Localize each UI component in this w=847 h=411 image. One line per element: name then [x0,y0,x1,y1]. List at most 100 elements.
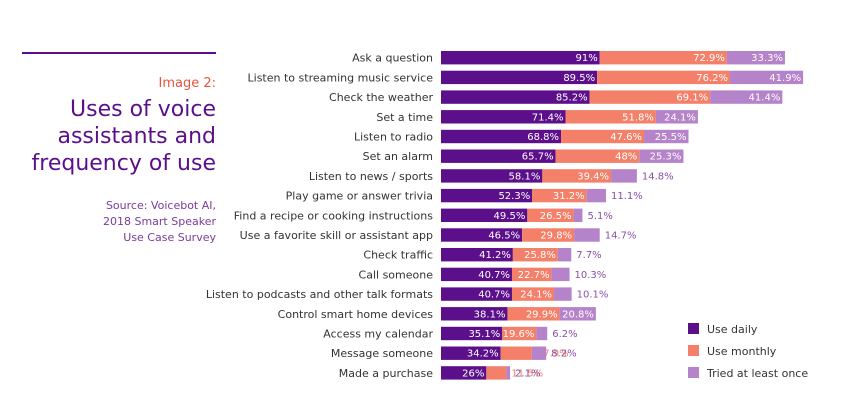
data-label: 8.2% [551,349,576,360]
bar-segment [559,307,596,321]
data-label: 10.1% [577,290,609,301]
bar-segment [441,149,556,163]
data-label: 41.2% [479,250,511,261]
bar-segment [441,110,566,124]
data-label: 51.8% [622,112,654,123]
data-label: 85.2% [556,93,588,104]
data-label: 91% [575,53,597,64]
bar-segment [644,129,689,144]
bar-segment [441,366,487,380]
source-line: Source: Voicebot AI, [105,199,216,212]
category-label: Play game or answer trivia [286,190,433,203]
bar-segment [555,149,640,163]
bar-segment [536,326,548,341]
bar-segment [441,267,512,282]
bar-segment [507,307,560,321]
bar-segment [441,326,503,341]
category-label: Check the weather [329,91,433,104]
data-label: 24.1% [664,112,696,123]
header-rule [22,52,216,54]
chart-title-line: Uses of voice [70,97,216,122]
bar-segment [502,326,537,341]
bar-segment [730,70,804,85]
data-label: 24.1% [520,290,552,301]
data-label: 7.7% [576,250,601,261]
bar-segment [554,287,572,301]
data-label: 47.6% [610,132,642,143]
source-note: Source: Voicebot AI, 2018 Smart Speaker … [16,198,216,246]
category-label: Listen to podcasts and other talk format… [206,288,433,301]
category-label: Control smart home devices [278,308,434,321]
bar-segment [639,149,684,163]
data-label: 25.3% [650,152,682,163]
legend-entry: Tried at least once [706,367,808,380]
bar-segment [531,346,547,360]
legend-swatch [688,345,699,356]
data-label: 17.9% [537,349,569,360]
bar-segment [511,267,552,282]
bar-segment [441,228,523,242]
bar-segment [542,169,612,183]
data-label: 33.3% [751,53,783,64]
data-label: 11.5% [511,368,543,379]
category-label: Call someone [359,268,434,281]
data-label: 52.3% [498,191,530,202]
data-label: 69.1% [676,93,708,104]
data-label: 31.2% [553,191,585,202]
bar-segment [441,208,528,222]
image-number: Image 2: [158,76,217,91]
data-label: 29.8% [540,231,572,242]
bar-segment [441,188,533,203]
data-label: 40.7% [478,270,510,281]
data-label: 68.8% [527,132,559,143]
data-label: 5.1% [587,211,612,222]
category-label: Check traffic [363,249,433,262]
bar-segment [726,51,785,65]
source-line: Use Case Survey [123,231,216,244]
data-label: 46.5% [488,231,520,242]
bar-segment [557,248,572,262]
bar-segment [574,228,600,242]
data-label: 39.4% [577,171,609,182]
bar-segment [589,90,711,104]
bar-segment [441,346,501,360]
bar-segment [599,51,727,65]
category-label: Find a recipe or cooking instructions [234,209,433,222]
data-label: 2.1% [515,368,540,379]
data-label: 14.7% [605,231,637,242]
data-label: 65.7% [522,152,554,163]
source-line: 2018 Smart Speaker [102,215,216,228]
bar-segment [586,188,606,203]
bar-segment [551,267,570,282]
category-label: Set an alarm [363,150,433,163]
data-label: 40.7% [478,290,510,301]
category-label: Listen to news / sports [309,170,433,183]
data-label: 25.8% [524,250,556,261]
bar-segment [500,346,532,360]
data-label: 20.8% [562,309,594,320]
bar-segment [441,169,543,183]
legend-entry: Use monthly [707,345,777,358]
data-label: 48% [615,152,637,163]
bar-segment [561,129,645,144]
bar-segment [486,366,507,380]
data-label: 38.1% [474,309,506,320]
bar-segment [511,287,555,301]
category-label: Access my calendar [323,328,433,341]
data-label: 49.5% [494,211,526,222]
bar-segment [710,90,783,104]
category-label: Listen to radio [354,131,433,144]
bar-segment [441,51,600,65]
bar-segment [441,129,561,144]
bar-segment [527,208,574,222]
category-label: Use a favorite skill or assistant app [240,229,433,242]
bar-segment [522,228,575,242]
data-label: 58.1% [509,171,541,182]
bar-segment [441,248,513,262]
legend-swatch [688,367,699,378]
data-label: 14.8% [642,171,674,182]
bar-segment [441,307,508,321]
legend-swatch [688,323,699,334]
data-label: 10.3% [575,270,607,281]
category-label: Message someone [331,347,433,360]
